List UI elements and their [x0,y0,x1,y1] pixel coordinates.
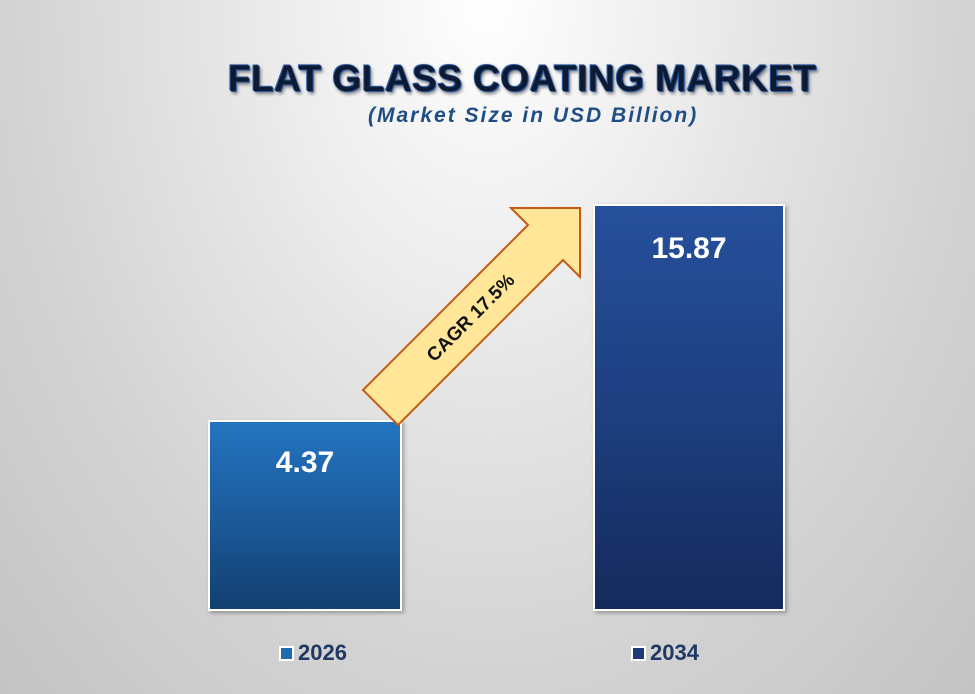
bar-value-2026: 4.37 [275,446,335,479]
legend-label-2034: 2034 [650,640,699,665]
legend-swatch-icon [279,645,294,661]
legend-swatch-icon [631,645,646,661]
chart-subtitle: (Market Size in USD Billion) [368,104,699,127]
legend-label-2026: 2026 [298,640,347,665]
bar-2034: 15.87 [593,204,785,611]
bar-value-2034: 15.87 [651,232,727,265]
chart-title: FLAT GLASS COATING MARKET [228,58,817,99]
legend-item-2026: 2026 [279,640,347,666]
bar-2026: 4.37 [208,420,402,611]
legend-item-2034: 2034 [631,640,699,666]
